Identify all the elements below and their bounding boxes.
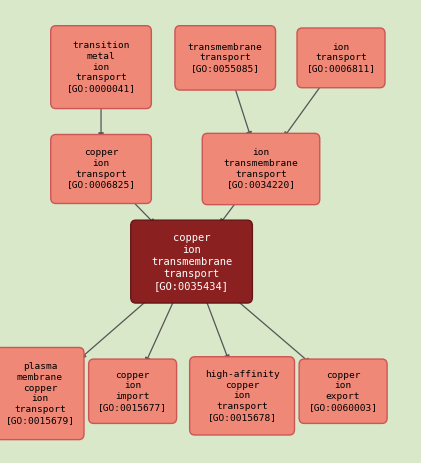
FancyBboxPatch shape (51, 26, 152, 109)
FancyBboxPatch shape (88, 359, 177, 423)
FancyBboxPatch shape (0, 347, 84, 440)
Text: ion
transmembrane
transport
[GO:0034220]: ion transmembrane transport [GO:0034220] (224, 148, 298, 190)
Text: copper
ion
transport
[GO:0006825]: copper ion transport [GO:0006825] (67, 148, 136, 190)
Text: transmembrane
transport
[GO:0055085]: transmembrane transport [GO:0055085] (188, 43, 263, 73)
Text: copper
ion
transmembrane
transport
[GO:0035434]: copper ion transmembrane transport [GO:0… (151, 232, 232, 291)
Text: plasma
membrane
copper
ion
transport
[GO:0015679]: plasma membrane copper ion transport [GO… (5, 362, 75, 425)
FancyBboxPatch shape (51, 134, 152, 203)
Text: transition
metal
ion
transport
[GO:0000041]: transition metal ion transport [GO:00000… (67, 41, 136, 93)
FancyBboxPatch shape (175, 25, 276, 90)
FancyBboxPatch shape (299, 359, 387, 423)
Text: high-affinity
copper
ion
transport
[GO:0015678]: high-affinity copper ion transport [GO:0… (205, 370, 280, 422)
FancyBboxPatch shape (131, 220, 253, 303)
FancyBboxPatch shape (297, 28, 385, 88)
Text: ion
transport
[GO:0006811]: ion transport [GO:0006811] (306, 43, 376, 73)
Text: copper
ion
import
[GO:0015677]: copper ion import [GO:0015677] (98, 370, 167, 412)
FancyBboxPatch shape (189, 357, 295, 435)
Text: copper
ion
export
[GO:0060003]: copper ion export [GO:0060003] (309, 370, 378, 412)
FancyBboxPatch shape (202, 133, 320, 205)
